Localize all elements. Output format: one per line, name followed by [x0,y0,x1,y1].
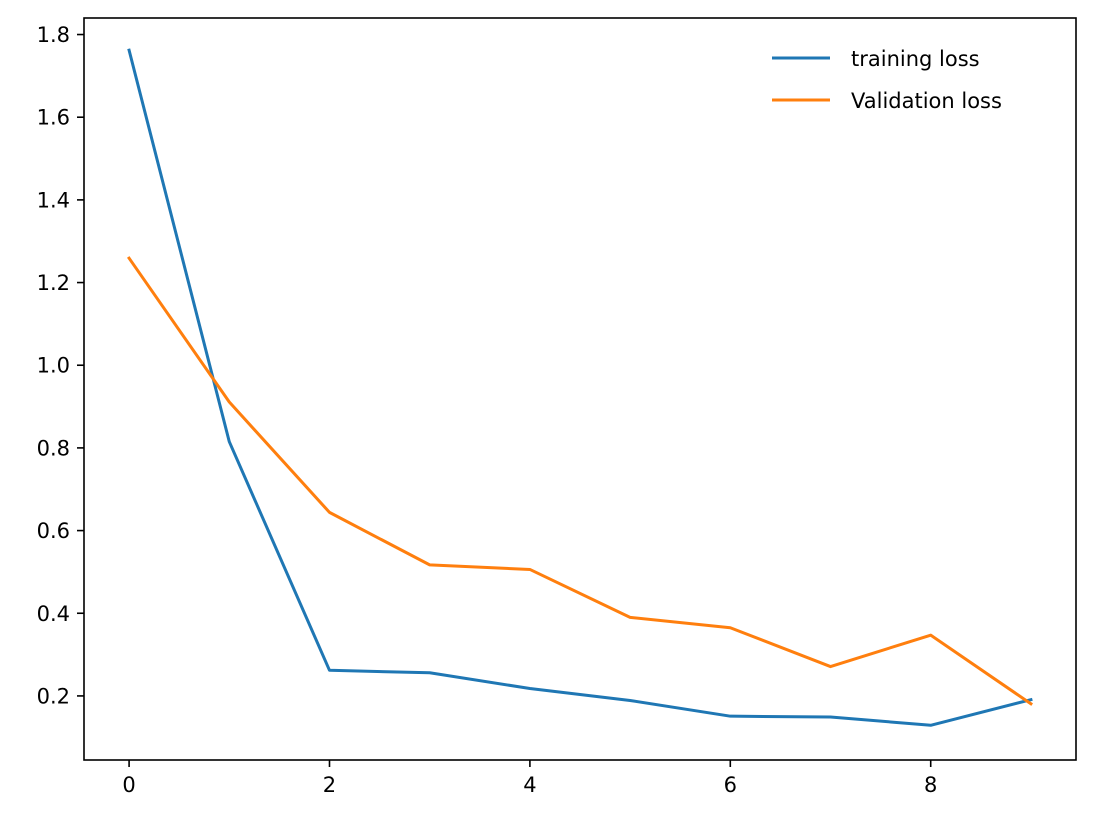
x-tick-label: 8 [924,773,937,797]
legend: training loss Validation loss [772,47,1002,113]
plot-area [127,48,1033,727]
y-tick-label: 0.4 [37,602,70,626]
y-tick-label: 0.8 [37,436,70,460]
y-tick-label: 0.2 [37,684,70,708]
axes: 0 2 4 6 8 0.2 0.4 0.6 0.8 1.0 1.2 1.4 1.6 1.8 [37,17,1077,797]
y-tick-label: 1.6 [37,106,70,130]
legend-label-training-loss: training loss [851,47,980,71]
x-tick-label: 0 [122,773,135,797]
series-line-training-loss [127,48,1033,727]
axes-frame [83,17,1077,761]
x-tick-label: 4 [523,773,536,797]
y-tick-label: 0.6 [37,519,70,543]
y-tick-label: 1.8 [37,23,70,47]
x-tick-label: 6 [724,773,737,797]
legend-label-validation-loss: Validation loss [851,89,1002,113]
y-tick-label: 1.0 [37,354,70,378]
y-tick-label: 1.2 [37,271,70,295]
x-tick-label: 2 [323,773,336,797]
y-tick-label: 1.4 [37,188,70,212]
series-line-validation-loss [127,256,1033,706]
